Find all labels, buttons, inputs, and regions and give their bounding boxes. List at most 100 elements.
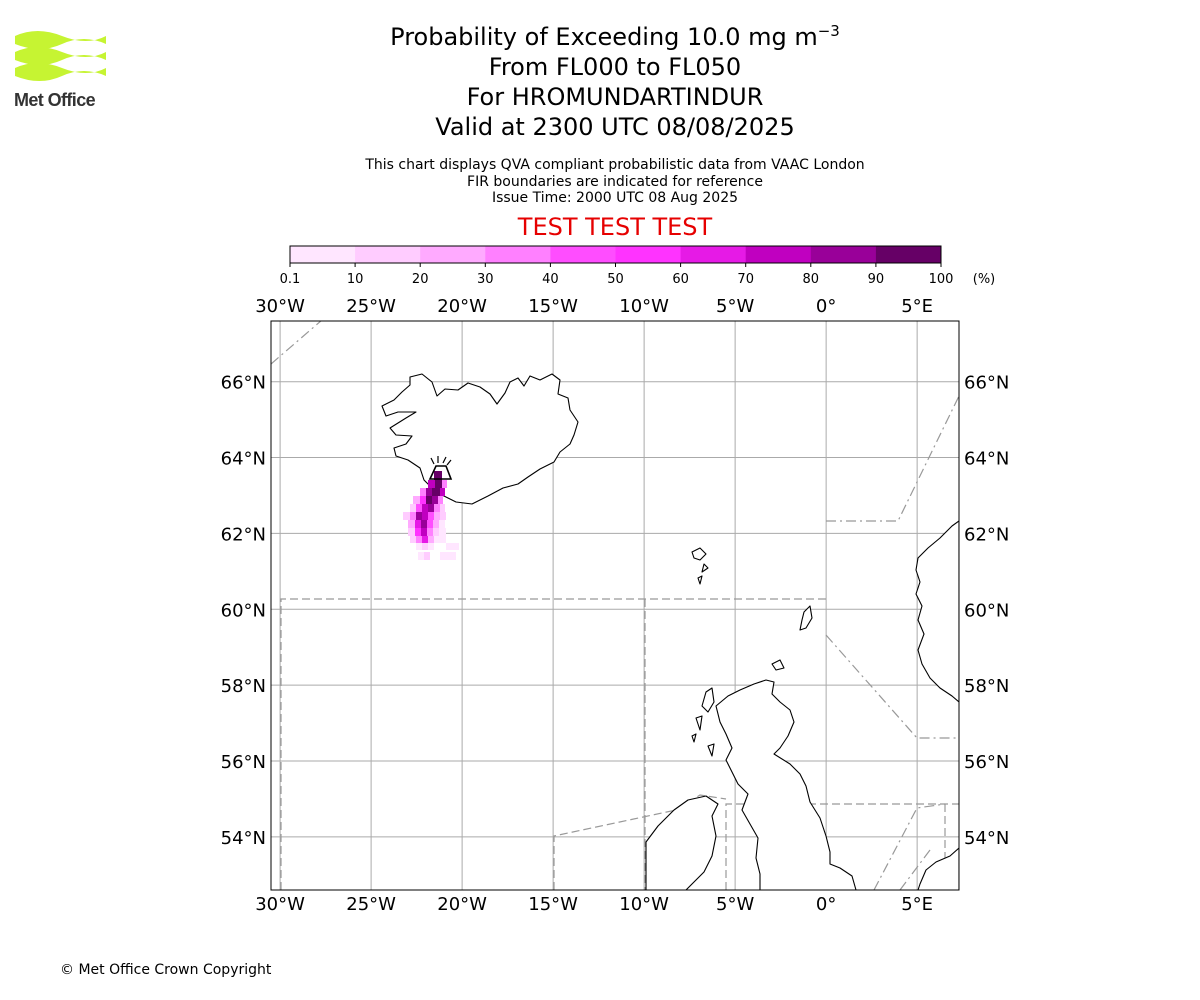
test-banner: TEST TEST TEST — [517, 213, 713, 241]
chart-title: Probability of Exceeding 10.0 mg m−3 Fro… — [315, 22, 915, 142]
plume-cell — [403, 512, 410, 520]
latitude-label: 58°N — [964, 676, 1009, 697]
colorbar-cell — [810, 246, 877, 263]
plume-cell — [435, 480, 442, 488]
faroe-islands — [691, 547, 709, 585]
colorbar-tick-label: 40 — [542, 272, 559, 287]
longitude-label: 10°W — [619, 894, 669, 915]
plume-cell — [416, 504, 422, 512]
plume-cell — [434, 504, 440, 512]
latitude-labels-right: 66°N 64°N 62°N 60°N 58°N 56°N 54°N — [964, 373, 1009, 849]
plume-cell — [416, 543, 422, 550]
latitude-label: 54°N — [221, 828, 266, 849]
title-line-3: For HROMUNDARTINDUR — [466, 83, 764, 111]
colorbar-tick-label: 100 — [929, 272, 954, 287]
orkney-islands — [771, 659, 785, 671]
subtitle-line-1: This chart displays QVA compliant probab… — [365, 157, 865, 173]
colorbar-tick-label: 60 — [672, 272, 689, 287]
longitude-label: 30°W — [255, 296, 305, 317]
latitude-label: 56°N — [221, 752, 266, 773]
colorbar-cell — [290, 246, 356, 263]
volcano-eruption-icon — [430, 456, 452, 466]
fir-boundaries-dashdot — [271, 321, 959, 890]
plume-cell — [432, 496, 438, 504]
plume-cell — [439, 528, 446, 536]
title-line-4: Valid at 2300 UTC 08/08/2025 — [435, 113, 795, 141]
colorbar-tick-label: 30 — [477, 272, 494, 287]
longitude-label: 30°W — [255, 894, 305, 915]
colorbar-cell — [550, 246, 616, 263]
plume-cell — [416, 536, 422, 543]
latitude-label: 54°N — [964, 828, 1009, 849]
hebrides — [691, 687, 715, 757]
map: 30°W 25°W 20°W 15°W 10°W 5°W 0° 5°E 30°W 25°W 20°… — [221, 296, 1010, 915]
longitude-label: 20°W — [437, 296, 487, 317]
plume-cell — [421, 528, 427, 536]
met-office-logo-icon — [15, 31, 106, 81]
latitude-label: 64°N — [221, 449, 266, 470]
latitude-label: 64°N — [964, 449, 1009, 470]
longitude-label: 5°E — [901, 894, 933, 915]
chart-subtitle: This chart displays QVA compliant probab… — [315, 157, 915, 207]
colorbar-cell — [875, 246, 942, 263]
colorbar-unit: (%) — [973, 272, 996, 287]
plume-cell — [434, 536, 440, 543]
plume-cell — [428, 536, 434, 543]
latitude-label: 66°N — [221, 373, 266, 394]
logo-text: Met Office — [14, 90, 96, 110]
plume-cell — [413, 496, 420, 504]
colorbar-tick-label: 70 — [737, 272, 754, 287]
plume-cell — [440, 552, 446, 560]
longitude-label: 25°W — [346, 296, 396, 317]
copyright-notice: © Met Office Crown Copyright — [60, 962, 272, 978]
colorbar-cell — [420, 246, 486, 263]
latitude-label: 66°N — [964, 373, 1009, 394]
plume-cell — [428, 504, 434, 512]
subtitle-line-3: Issue Time: 2000 UTC 08 Aug 2025 — [491, 190, 739, 206]
colorbar-ticks: 0.1 10 20 30 40 50 60 70 80 90 100 — [280, 263, 954, 287]
longitude-label: 25°W — [346, 894, 396, 915]
plume-cell — [421, 520, 427, 528]
plume-cell — [427, 520, 433, 528]
plume-cell — [426, 488, 432, 496]
colorbar-cell — [680, 246, 747, 263]
plume-cell — [428, 543, 434, 550]
plume-cell — [422, 512, 428, 520]
plume-cell — [433, 528, 439, 536]
plume-cell — [427, 528, 433, 536]
colorbar-tick-label: 0.1 — [280, 272, 301, 287]
plume-cell — [440, 536, 446, 543]
plume-cell — [432, 488, 440, 496]
latitude-label: 60°N — [964, 600, 1009, 621]
plume-cell — [408, 528, 415, 536]
plume-cell — [420, 488, 426, 496]
plume-cell — [439, 520, 445, 528]
plume-cell — [426, 496, 432, 504]
latitude-label: 56°N — [964, 752, 1009, 773]
colorbar-tick-label: 80 — [803, 272, 820, 287]
longitude-labels-top: 30°W 25°W 20°W 15°W 10°W 5°W 0° 5°E — [255, 296, 933, 317]
plume-cell — [440, 488, 445, 496]
plume-cell — [440, 512, 446, 520]
longitude-label: 5°E — [901, 296, 933, 317]
fir-boundaries — [280, 598, 959, 890]
colorbar-cell — [745, 246, 812, 263]
plume-cell — [415, 520, 421, 528]
iceland-coast — [381, 373, 579, 505]
longitude-label: 10°W — [619, 296, 669, 317]
longitude-label: 15°W — [528, 894, 578, 915]
plume-cell — [428, 512, 434, 520]
map-background — [271, 321, 959, 890]
plume-cell — [410, 504, 416, 512]
britain-coast — [715, 679, 857, 890]
plume-cell — [410, 536, 416, 543]
plume-cell — [440, 504, 445, 512]
longitude-label: 5°W — [716, 894, 754, 915]
plume-cell — [446, 552, 456, 560]
colorbar: 0.1 10 20 30 40 50 60 70 80 90 100 (%) — [280, 245, 996, 287]
longitude-label: 15°W — [528, 296, 578, 317]
latitude-label: 62°N — [221, 524, 266, 545]
map-frame — [270, 320, 960, 891]
plume-cell — [420, 496, 426, 504]
plume-cell — [422, 543, 428, 550]
